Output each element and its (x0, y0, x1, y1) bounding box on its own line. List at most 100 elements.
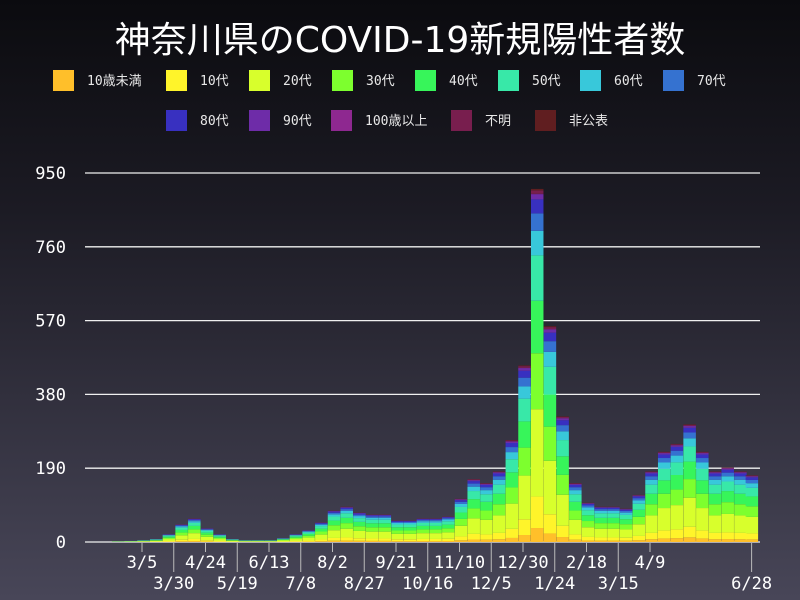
bar-segment-4 (708, 493, 722, 505)
bar-segment-2 (276, 540, 290, 542)
bar-segment-4 (569, 501, 582, 511)
legend-swatch (580, 70, 601, 91)
x-tick-label: 9/21 (376, 553, 417, 573)
bar-segment-6 (518, 386, 531, 399)
bar-segment-3 (289, 537, 303, 540)
bar-segment-1 (378, 538, 392, 541)
bar-segment-0 (327, 540, 341, 542)
bar-segment-11 (569, 483, 582, 484)
bar-segment-9 (670, 445, 684, 447)
bar-segment-2 (670, 505, 684, 530)
bar-segment-5 (556, 440, 569, 457)
bar-segment-4 (340, 517, 353, 524)
bar-segment-2 (327, 530, 341, 538)
x-tick-label: 4/24 (185, 553, 226, 573)
bar-segment-6 (569, 490, 582, 495)
legend-label: 不明 (485, 114, 511, 129)
bar-segment-0 (416, 541, 430, 542)
bar-segment-7 (543, 341, 557, 352)
bar-segment-1 (619, 537, 633, 541)
bar-segment-3 (276, 539, 290, 541)
bar-segment-4 (632, 509, 646, 517)
bar-segment-11 (645, 471, 658, 473)
bar-segment-9 (467, 480, 480, 482)
legend-label: 50代 (532, 74, 561, 89)
bar-segment-0 (708, 539, 722, 542)
bar-segment-6 (442, 519, 455, 522)
bar-segment-3 (315, 531, 328, 535)
bar-segment-5 (492, 484, 506, 494)
bar-segment-3 (683, 479, 696, 498)
bar-segment-8 (454, 500, 468, 502)
bar-segment-2 (226, 540, 239, 542)
bar-segment-7 (734, 476, 747, 480)
bar-segment-6 (416, 521, 430, 523)
bar-segment-8 (708, 473, 722, 477)
bar-segment-0 (378, 540, 392, 542)
bar-segment-8 (480, 484, 493, 488)
bar-segment-8 (365, 515, 379, 517)
chart-title: 神奈川県のCOVID-19新規陽性者数 (115, 20, 686, 61)
bar-segment-8 (505, 443, 519, 448)
bar-segment-4 (391, 527, 404, 531)
bar-segment-8 (721, 469, 734, 473)
bar-segment-1 (365, 538, 379, 541)
bar-segment-6 (213, 535, 226, 536)
bar-segment-1 (645, 532, 658, 540)
bar-segment-3 (213, 537, 226, 540)
bar-segment-1 (467, 533, 480, 540)
x-tick-label: 4/9 (635, 553, 666, 573)
bar-segment-9 (607, 507, 620, 508)
bar-segment-4 (213, 536, 226, 538)
bar-segment-0 (581, 540, 595, 542)
bar-segment-9 (745, 476, 759, 478)
bar-segment-11 (696, 452, 709, 454)
x-tick-label: 11/10 (434, 553, 485, 573)
bar-segment-8 (530, 199, 544, 214)
bar-segment-5 (683, 446, 696, 462)
bar-segment-3 (391, 530, 404, 534)
bar-segment-1 (327, 537, 341, 541)
bar-segment-4 (745, 496, 759, 507)
bar-segment-8 (492, 473, 506, 477)
bar-segment-1 (581, 536, 595, 541)
bar-segment-1 (200, 540, 214, 542)
bar-segment-8 (518, 370, 531, 378)
bar-segment-9 (569, 484, 582, 485)
bar-segment-8 (315, 522, 328, 524)
bar-segment-2 (315, 534, 328, 540)
bar-segment-0 (403, 541, 417, 542)
bar-segment-5 (365, 519, 379, 524)
bar-segment-1 (683, 526, 696, 538)
bar-segment-1 (721, 532, 734, 540)
bar-segment-6 (632, 500, 646, 504)
bar-segment-5 (619, 514, 633, 520)
bar-segment-6 (378, 517, 392, 520)
bar-segment-1 (734, 532, 747, 540)
bar-segment-0 (467, 539, 480, 542)
bar-segment-0 (745, 539, 759, 542)
bar-segment-6 (657, 462, 671, 469)
legend-label: 100歳以上 (365, 114, 427, 129)
bar-segment-1 (454, 536, 468, 541)
bar-segment-11 (670, 444, 684, 446)
bar-segment-2 (454, 525, 468, 537)
bar-segment-7 (327, 512, 341, 515)
legend-swatch (249, 70, 270, 91)
legend-label: 20代 (283, 74, 312, 89)
bar-segment-2 (353, 530, 366, 539)
bar-segment-8 (645, 473, 658, 477)
bar-segment-5 (391, 524, 404, 528)
legend-label: 10歳未満 (87, 74, 142, 89)
bar-segment-2 (734, 515, 747, 533)
legend-label: 40代 (449, 74, 478, 89)
bar-segment-3 (353, 526, 366, 531)
bar-segment-5 (734, 484, 747, 494)
bar-segment-11 (708, 471, 722, 473)
legend-label: 10代 (200, 74, 229, 89)
bar-segment-1 (340, 537, 353, 541)
bar-segment-7 (175, 525, 188, 527)
bar-segment-4 (467, 499, 480, 509)
bar-segment-4 (670, 474, 684, 490)
bar-segment-6 (353, 516, 366, 519)
